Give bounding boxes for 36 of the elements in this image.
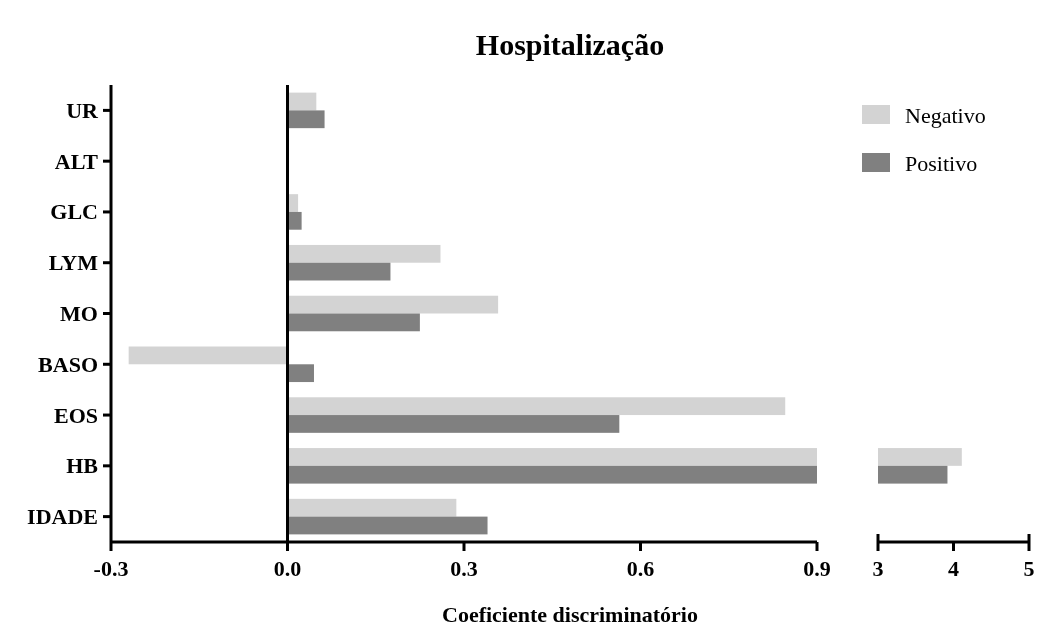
y-tick-label: UR [66,97,100,123]
bar [287,364,314,383]
y-tick-label: ALT [54,148,99,174]
legend-label: Positivo [905,150,978,176]
bar [287,313,420,332]
bar [287,92,317,111]
bar [287,397,786,416]
y-tick-label: IDADE [27,504,98,530]
x-tick-label: 0.9 [803,556,831,581]
bar [287,448,817,466]
x-tick-label: 5 [1023,556,1035,581]
x-tick-label: 0.3 [450,556,478,581]
y-tick-label: MO [60,301,98,326]
bar [287,295,499,314]
y-tick-label: GLC [50,199,98,225]
bar [287,498,457,517]
bar [287,516,488,535]
bar [287,415,620,433]
y-tick-label: EOS [53,402,98,428]
x-tick-label: 0.6 [626,556,655,581]
x-tick-label: 3 [872,556,884,581]
y-tick-label: BASO [38,351,98,377]
x-tick-label: 0.0 [273,556,302,581]
y-tick-label: HB [66,453,99,479]
bar [287,110,325,129]
bar [128,346,288,365]
x-axis-title: Coeficiente discriminatório [442,602,698,627]
chart-title: Hospitalização [475,28,665,61]
y-tick-label: LYM [48,250,99,276]
bar [287,262,391,281]
legend-label: Negativo [905,102,986,128]
x-tick-label: -0.3 [93,556,129,581]
bar [287,244,441,263]
bar [287,211,302,230]
x-tick-label: 4 [948,556,959,581]
bar [287,465,817,484]
